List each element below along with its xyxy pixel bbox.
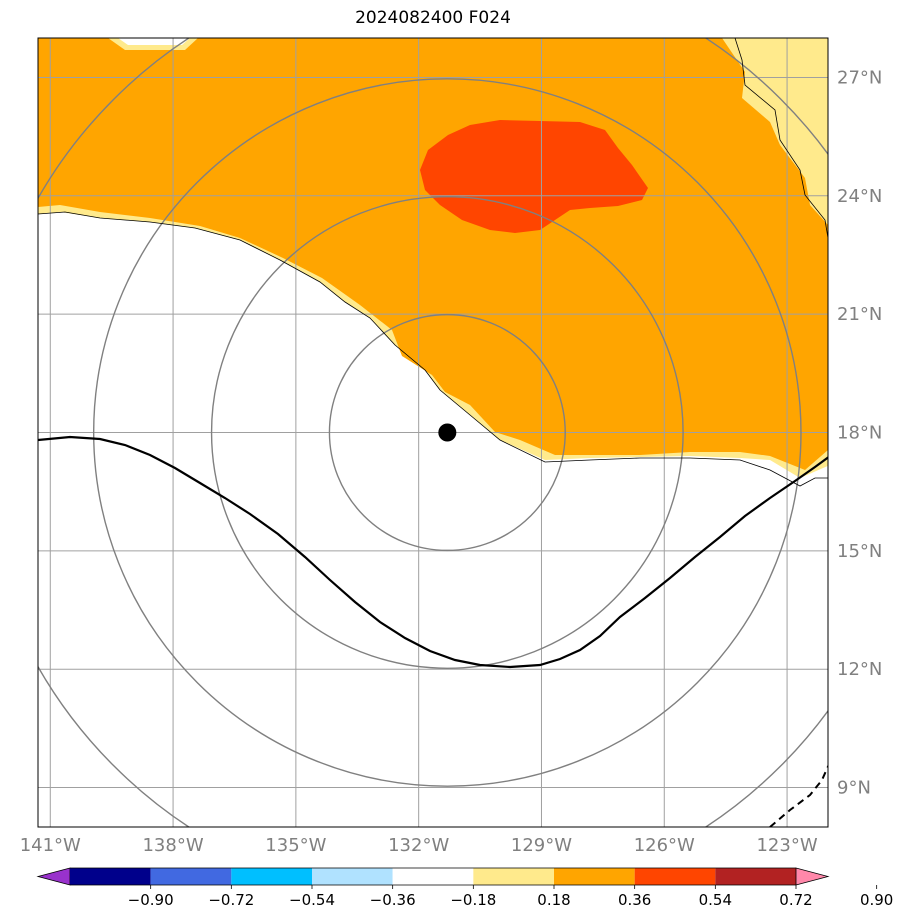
colorbar-outline (70, 867, 796, 886)
lat-tick-label-0: 27°N (837, 67, 882, 88)
distance-rings (38, 38, 828, 827)
lat-tick-label-4: 15°N (837, 541, 882, 562)
colorbar-label-6: 0.36 (618, 891, 651, 909)
distance-ring-0 (328, 313, 566, 552)
longitude-labels: 141°W 138°W 135°W 132°W 129°W 126°W 123°W (20, 835, 818, 856)
colorbar-label-3: −0.36 (370, 891, 416, 909)
colorbar-segment-8 (715, 868, 796, 885)
lon-tick-label-2: 135°W (265, 835, 326, 856)
colorbar-segment-4 (392, 868, 474, 885)
colorbar-segment-5 (473, 868, 554, 885)
latitude-labels: 27°N 24°N 21°N 18°N 15°N 12°N 9°N (837, 67, 882, 798)
dashed-contour-line (769, 764, 828, 827)
map-title: 2024082400 F024 (355, 8, 511, 28)
lon-tick-label-3: 132°W (388, 835, 449, 856)
distance-ring-1 (210, 196, 684, 669)
lat-tick-label-1: 24°N (837, 186, 882, 207)
colorbar-extend-low (36, 867, 71, 886)
colorbar: −0.90 −0.72 −0.54 −0.36 −0.18 0.18 0.36 0.54 0.7… (36, 867, 893, 909)
lat-tick-label-5: 12°N (837, 659, 882, 680)
colorbar-segment-2 (231, 868, 312, 885)
lat-tick-label-2: 21°N (837, 304, 882, 325)
colorbar-segment-1 (150, 868, 232, 885)
colorbar-label-8: 0.72 (779, 891, 812, 909)
colorbar-label-0: −0.90 (128, 891, 174, 909)
colorbar-segment-0 (70, 868, 151, 885)
storm-center-marker (438, 423, 457, 442)
field-gap-top-inner (118, 38, 190, 45)
field-region-036 (38, 38, 828, 470)
thick-contour-line (38, 435, 828, 669)
colorbar-label-4: −0.18 (450, 891, 496, 909)
colorbar-segment-3 (312, 868, 393, 885)
lat-tick-label-3: 18°N (837, 423, 882, 444)
distance-ring-2 (92, 78, 802, 787)
field-region-054 (420, 120, 648, 233)
lon-tick-label-0: 141°W (20, 835, 81, 856)
colorbar-label-9: 0.90 (860, 891, 893, 909)
colorbar-segment-6 (554, 868, 635, 885)
colorbar-extend-high (795, 867, 830, 886)
map-frame (37, 37, 829, 828)
colorbar-label-2: −0.54 (289, 891, 335, 909)
graticule (38, 38, 828, 827)
map-plot-area (38, 38, 828, 827)
lon-tick-label-4: 129°W (511, 835, 572, 856)
colorbar-label-1: −0.72 (208, 891, 254, 909)
lon-tick-label-6: 123°W (756, 835, 817, 856)
colorbar-label-5: 0.18 (537, 891, 570, 909)
colorbar-label-7: 0.54 (699, 891, 732, 909)
lon-tick-label-1: 138°W (142, 835, 203, 856)
field-edge-contour-right (734, 38, 828, 241)
lon-tick-label-5: 126°W (634, 835, 695, 856)
lat-tick-label-6: 9°N (837, 778, 871, 799)
field-edge-contour (38, 211, 828, 487)
colorbar-segment-7 (634, 868, 716, 885)
